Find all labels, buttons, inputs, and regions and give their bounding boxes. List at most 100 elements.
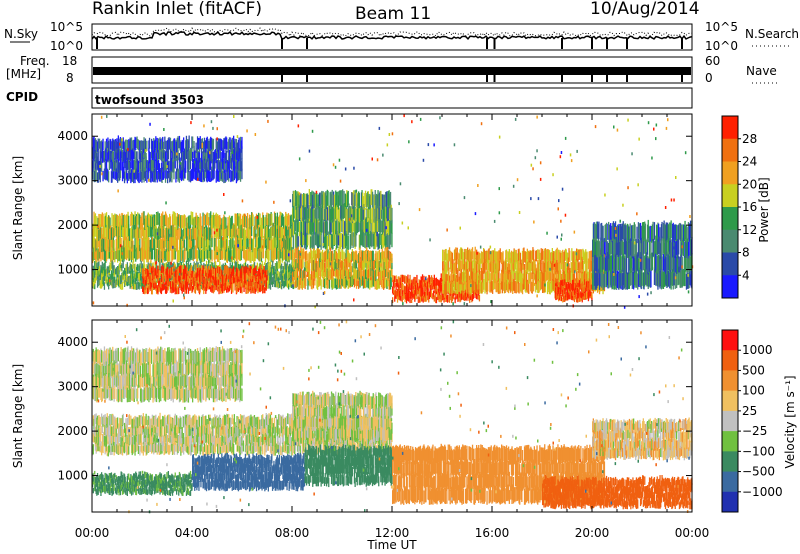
power-cell (505, 249, 508, 260)
power-cell (258, 271, 260, 280)
power-cell (564, 271, 566, 284)
power-cell (225, 265, 227, 273)
power-cell (116, 273, 118, 281)
power-cell (214, 284, 216, 291)
power-cell (258, 284, 260, 292)
power-cell (446, 295, 448, 302)
power-cell (337, 278, 340, 288)
power-cell (342, 277, 344, 287)
power-cell (299, 204, 301, 219)
power-cell (441, 294, 443, 301)
power-cell (239, 281, 242, 288)
power-cell (376, 252, 378, 264)
power-cell (558, 270, 560, 283)
power-cell (277, 262, 279, 269)
power-cell (136, 235, 138, 248)
power-cell (544, 248, 547, 260)
power-cell (153, 214, 156, 228)
power-cell (264, 270, 267, 277)
power-cell (383, 220, 385, 235)
power-cell (247, 263, 249, 270)
power-cell (138, 213, 140, 227)
power-cell (421, 276, 423, 285)
power-cell (369, 266, 372, 278)
power-cell (335, 258, 337, 270)
power-cell (422, 296, 424, 303)
power-cell (367, 222, 369, 236)
power-cell (267, 237, 269, 252)
power-cell (297, 261, 299, 272)
power-cell (532, 279, 534, 292)
power-cell (388, 250, 390, 261)
power-cell (429, 288, 431, 297)
power-cell (516, 268, 518, 280)
power-cell (259, 272, 261, 280)
power-cell (446, 261, 448, 273)
power-cell (437, 288, 439, 297)
power-cell (139, 218, 142, 230)
power-cell (414, 282, 417, 290)
power-cell (116, 246, 118, 259)
power-cell (197, 226, 199, 240)
power-cell (326, 270, 328, 281)
power-cell (579, 284, 581, 290)
power-cell (610, 237, 612, 254)
power-cell (369, 218, 371, 233)
power-cell (198, 288, 201, 295)
power-cell (160, 285, 162, 294)
power-cell (288, 237, 290, 252)
power-cell (392, 297, 394, 303)
power-cell (148, 264, 151, 273)
power-cell (244, 229, 247, 241)
power-cell (120, 266, 122, 272)
power-cell (469, 250, 472, 263)
power-cell (115, 214, 117, 228)
power-cell (458, 281, 460, 293)
power-cell (155, 215, 157, 229)
power-cell (444, 261, 447, 274)
power-cell (352, 193, 354, 209)
power-cell (102, 269, 104, 278)
power-cell (203, 224, 205, 238)
power-cell (588, 282, 590, 289)
power-cell (371, 270, 373, 280)
power-cell (202, 236, 204, 251)
power-cell (121, 275, 123, 284)
power-cell (595, 224, 597, 242)
power-cell (381, 194, 383, 209)
power-cell (94, 283, 96, 290)
power-cell (192, 270, 194, 278)
power-cell (553, 280, 555, 291)
power-cell (187, 228, 190, 240)
power-cell (183, 269, 185, 276)
power-cell (265, 285, 267, 291)
power-cell (289, 237, 292, 249)
power-cell (347, 235, 349, 250)
power-cell (242, 225, 244, 238)
power-cell (453, 290, 455, 297)
power-cell (264, 267, 266, 274)
power-cell (610, 267, 612, 286)
power-cell (263, 266, 265, 273)
power-cell (271, 224, 274, 236)
power-cell (242, 272, 244, 280)
power-cell (444, 283, 446, 295)
power-cell (508, 258, 510, 270)
power-cell (92, 228, 94, 242)
power-cell (176, 272, 178, 280)
power-cell (284, 226, 286, 239)
power-cell (113, 276, 115, 283)
power-cell (458, 293, 460, 302)
power-cell (229, 246, 231, 260)
power-cell (317, 203, 319, 219)
power-cell (94, 276, 96, 285)
power-cell (254, 275, 256, 283)
power-cell (133, 264, 135, 272)
power-cell (394, 281, 396, 287)
power-cell (299, 258, 301, 270)
power-cell (400, 288, 402, 297)
power-cell (205, 270, 207, 277)
power-cell (514, 262, 516, 273)
power-cell (168, 217, 170, 229)
power-cell (187, 248, 190, 262)
